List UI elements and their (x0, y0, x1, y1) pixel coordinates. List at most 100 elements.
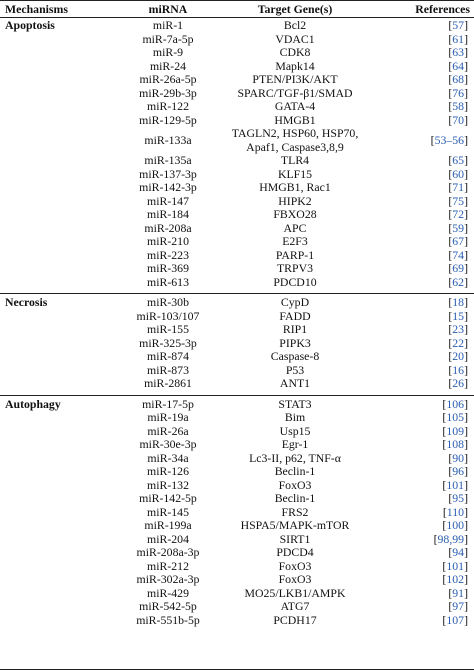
reference-close-bracket: ] (464, 31, 468, 46)
reference-cell[interactable]: [71] (400, 180, 468, 195)
reference-link[interactable]: 22 (452, 335, 465, 350)
reference-link[interactable]: 107 (446, 612, 465, 627)
reference-link[interactable]: 95 (452, 491, 465, 505)
reference-cell[interactable]: [98,99] (400, 531, 468, 547)
reference-link[interactable]: 75 (452, 193, 465, 208)
reference-cell[interactable]: [62] (400, 274, 468, 290)
reference-link[interactable]: 76 (452, 85, 465, 100)
reference-cell[interactable]: [106] (400, 396, 468, 412)
reference-cell[interactable]: [76] (400, 85, 468, 101)
reference-link[interactable]: 18 (452, 295, 465, 309)
reference-link[interactable]: 67 (452, 234, 465, 248)
reference-link[interactable]: 70 (452, 112, 465, 127)
reference-cell[interactable]: [107] (400, 612, 468, 628)
reference-cell[interactable]: [53–56] (400, 132, 468, 148)
reference-link[interactable]: 60 (452, 166, 465, 181)
reference-cell[interactable]: [96] (400, 464, 468, 479)
reference-cell[interactable]: [101] (400, 558, 468, 574)
reference-link[interactable]: 100 (446, 518, 465, 532)
reference-cell[interactable]: [22] (400, 335, 468, 351)
reference-cell[interactable]: [74] (400, 247, 468, 263)
reference-open-bracket: [ (448, 464, 453, 478)
reference-link[interactable]: 53–56 (434, 132, 465, 147)
reference-link[interactable]: 64 (452, 58, 465, 73)
table-row: miR-302a-3p FoxO3 [102] (0, 572, 474, 587)
reference-link[interactable]: 26 (452, 376, 465, 390)
reference-cell[interactable]: [67] (400, 234, 468, 249)
reference-cell[interactable]: [102] (400, 572, 468, 587)
reference-link[interactable]: 105 (446, 410, 465, 424)
reference-cell[interactable]: [59] (400, 220, 468, 236)
reference-cell[interactable]: [75] (400, 193, 468, 209)
reference-cell[interactable]: [69] (400, 261, 468, 276)
reference-link[interactable]: 74 (452, 247, 465, 262)
reference-link[interactable]: 15 (452, 308, 465, 323)
reference-cell[interactable]: [72] (400, 207, 468, 222)
reference-link[interactable]: 57 (452, 18, 465, 32)
reference-link[interactable]: 108 (446, 437, 465, 451)
mechanism-label: Autophagy (5, 396, 61, 411)
reference-link[interactable]: 63 (452, 45, 465, 59)
reference-link[interactable]: 59 (452, 220, 465, 235)
reference-close-bracket: ] (464, 437, 468, 451)
table-row: miR-24 Mapk14 [64] (0, 58, 474, 74)
reference-link[interactable]: 97 (452, 599, 465, 613)
reference-link[interactable]: 90 (452, 450, 465, 465)
reference-link[interactable]: 61 (452, 31, 465, 46)
reference-link[interactable]: 58 (452, 99, 465, 113)
reference-link[interactable]: 91 (452, 585, 465, 600)
reference-link[interactable]: 102 (446, 572, 465, 586)
reference-cell[interactable]: [97] (400, 599, 468, 614)
reference-cell[interactable]: [65] (400, 153, 468, 168)
reference-link[interactable]: 20 (452, 349, 465, 363)
reference-cell[interactable]: [90] (400, 450, 468, 466)
reference-cell[interactable]: [70] (400, 112, 468, 128)
reference-link[interactable]: 110 (446, 504, 465, 519)
reference-link[interactable]: 96 (452, 464, 465, 478)
reference-cell[interactable]: [20] (400, 349, 468, 364)
mirna-cell: miR-132 (147, 477, 189, 492)
reference-link[interactable]: 72 (452, 207, 465, 221)
reference-link[interactable]: 106 (446, 396, 465, 411)
reference-cell[interactable]: [60] (400, 166, 468, 182)
reference-cell[interactable]: [16] (400, 362, 468, 378)
reference-link[interactable]: 65 (452, 153, 465, 167)
reference-link[interactable]: 94 (452, 545, 465, 559)
reference-cell[interactable]: [26] (400, 376, 468, 391)
reference-cell[interactable]: [101] (400, 477, 468, 493)
reference-close-bracket: ] (464, 295, 468, 309)
reference-cell[interactable]: [95] (400, 491, 468, 506)
target-gene-cell: TLR4 (280, 153, 310, 167)
reference-link[interactable]: 101 (446, 558, 465, 573)
reference-link[interactable]: 71 (452, 180, 465, 194)
reference-link[interactable]: 23 (452, 322, 465, 336)
reference-cell[interactable]: [100] (400, 518, 468, 533)
target-gene-cell: PDCD10 (273, 274, 317, 289)
reference-cell[interactable]: [108] (400, 437, 468, 452)
reference-cell[interactable]: [61] (400, 31, 468, 47)
reference-cell[interactable]: [91] (400, 585, 468, 601)
reference-cell[interactable]: [15] (400, 308, 468, 324)
target-gene-cell: PTEN/PI3K/AKT (252, 72, 338, 86)
reference-cell[interactable]: [63] (400, 45, 468, 60)
reference-link[interactable]: 68 (452, 72, 465, 86)
reference-cell[interactable]: [105] (400, 410, 468, 425)
reference-cell[interactable]: [57] (400, 18, 468, 33)
reference-link[interactable]: 101 (446, 477, 465, 492)
reference-cell[interactable]: [23] (400, 322, 468, 337)
reference-link[interactable]: 109 (446, 423, 465, 438)
reference-link[interactable]: 62 (452, 274, 465, 289)
reference-cell[interactable]: [18] (400, 295, 468, 310)
reference-link[interactable]: 69 (452, 261, 465, 275)
reference-link[interactable]: 16 (452, 362, 465, 377)
reference-cell[interactable]: [94] (400, 545, 468, 560)
target-gene-cell: HMGB1, Rac1 (259, 180, 331, 194)
reference-cell[interactable]: [68] (400, 72, 468, 87)
reference-cell[interactable]: [64] (400, 58, 468, 74)
reference-cell[interactable]: [110] (400, 504, 468, 520)
reference-cell[interactable]: [109] (400, 423, 468, 439)
reference-cell[interactable]: [58] (400, 99, 468, 114)
reference-link[interactable]: 98,99 (437, 531, 465, 546)
target-gene-cell: APC (283, 220, 307, 235)
target-gene-cell: MO25/LKB1/AMPK (244, 585, 346, 600)
